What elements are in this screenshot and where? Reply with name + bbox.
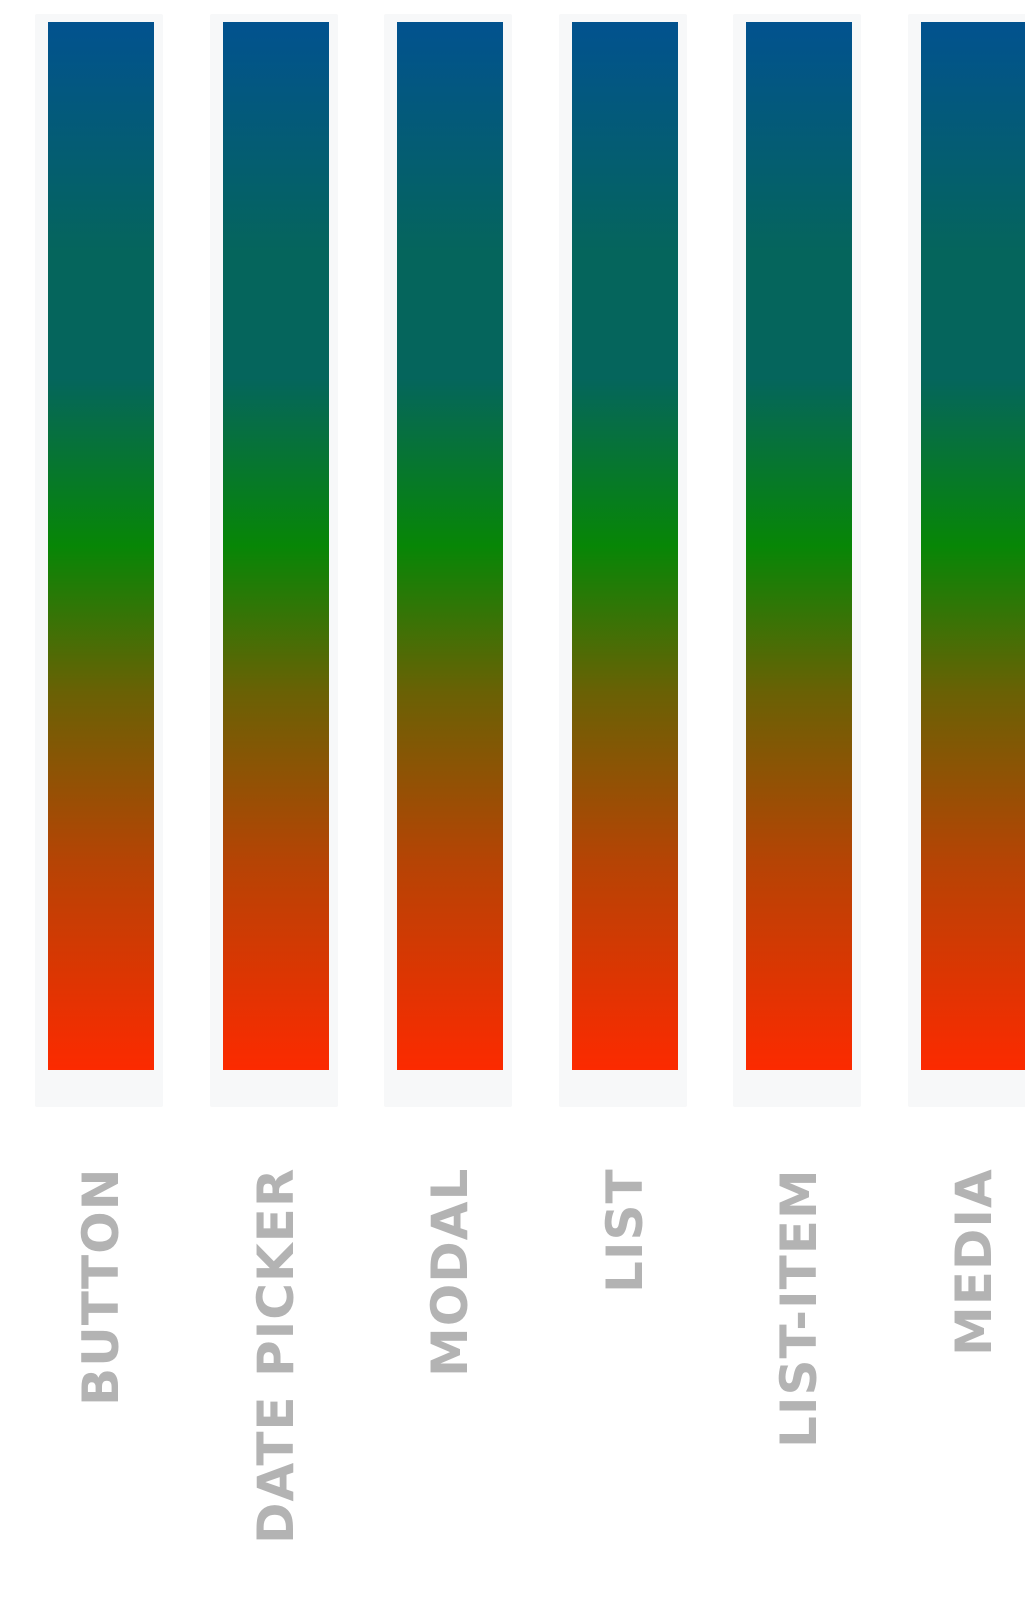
- bar-list-item: [746, 22, 852, 1070]
- bar-modal: [397, 22, 503, 1070]
- bar-date-picker: [222, 22, 329, 1070]
- tick-label-date-picker: DATE PICKER: [246, 1167, 305, 1544]
- tick-label-media: MEDIA: [944, 1168, 1003, 1356]
- tick-label-list-item: LIST-ITEM: [770, 1168, 828, 1448]
- tick-label-modal: MODAL: [421, 1167, 479, 1377]
- tick-label-button: BUTTON: [72, 1167, 130, 1406]
- bar-media: [920, 22, 1025, 1070]
- bar-list: [571, 22, 678, 1070]
- tick-label-list: LIST: [595, 1168, 654, 1293]
- bar-button: [48, 22, 154, 1070]
